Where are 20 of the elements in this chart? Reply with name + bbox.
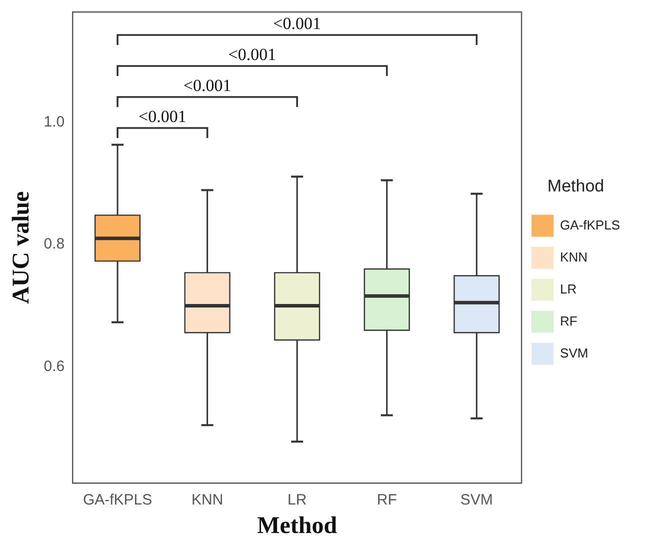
annotation: <0.001 — [228, 44, 276, 64]
legend-label: KNN — [560, 249, 588, 264]
legend-label: RF — [560, 313, 578, 328]
legend-title: Method — [547, 176, 604, 196]
x-tick-label: SVM — [460, 491, 493, 508]
y-tick-label: 1.0 — [44, 113, 65, 130]
y-axis-title: AUC value — [8, 190, 35, 304]
legend-label: GA-fKPLS — [560, 217, 620, 232]
x-tick-label: KNN — [191, 491, 224, 508]
annotation: <0.001 — [138, 106, 186, 126]
annotation: <0.001 — [273, 14, 322, 33]
y-tick-label: 0.8 — [44, 236, 65, 253]
legend-label: LR — [560, 281, 577, 296]
x-tick-label: RF — [376, 491, 397, 508]
x-tick-label: GA-fKPLS — [82, 491, 152, 508]
x-tick-label: LR — [288, 491, 307, 508]
legend-label: SVM — [560, 345, 588, 360]
annotation: <0.001 — [183, 76, 232, 95]
x-axis-title: Method — [257, 512, 338, 539]
y-tick-label: 0.6 — [44, 358, 65, 376]
